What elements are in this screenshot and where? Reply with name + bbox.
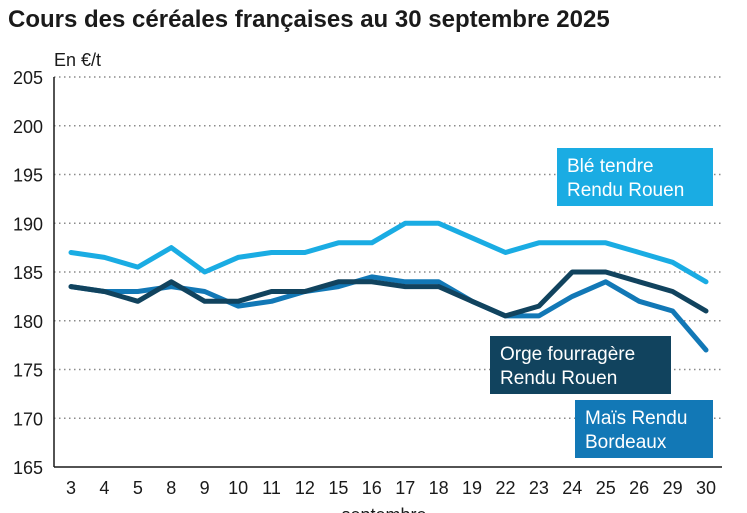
x-tick-label: 15 [328,478,348,498]
series-label: Rendu Rouen [500,368,617,389]
y-tick-label: 165 [13,458,43,478]
series-label-box [557,148,713,206]
y-tick-label: 185 [13,263,43,283]
y-tick-label: 200 [13,117,43,137]
x-tick-label: 30 [696,478,716,498]
x-axis-label: septembre [341,505,426,513]
x-tick-label: 17 [395,478,415,498]
x-tick-label: 22 [495,478,515,498]
x-tick-label: 10 [228,478,248,498]
x-tick-label: 23 [529,478,549,498]
x-tick-label: 29 [663,478,683,498]
series-label: Blé tendre [567,156,654,177]
x-tick-label: 8 [166,478,176,498]
x-tick-label: 11 [262,478,281,498]
series-label: Maïs Rendu [585,408,687,429]
y-tick-label: 205 [13,68,43,88]
y-tick-label: 190 [13,214,43,234]
x-tick-label: 18 [429,478,449,498]
x-tick-label: 16 [362,478,382,498]
series-label-box [490,336,671,394]
x-tick-label: 24 [562,478,582,498]
series-label: Rendu Rouen [567,180,684,201]
x-tick-label: 19 [462,478,482,498]
series-line [68,220,709,285]
y-tick-label: 180 [13,312,43,332]
chart-title: Cours des céréales françaises au 30 sept… [8,6,610,33]
x-tick-label: 12 [295,478,315,498]
series-line [68,269,709,319]
series-label: Orge fourragère [500,344,635,365]
x-tick-label: 3 [66,478,76,498]
y-tick-label: 195 [13,166,43,186]
x-tick-label: 5 [133,478,143,498]
x-tick-label: 9 [200,478,210,498]
x-tick-label: 25 [596,478,616,498]
x-tick-label: 26 [629,478,649,498]
x-tick-label: 4 [99,478,109,498]
y-tick-label: 170 [13,409,43,429]
y-tick-label: 175 [13,361,43,381]
series-label: Bordeaux [585,432,667,453]
series-label-box [575,400,713,458]
y-axis-label: En €/t [54,50,101,70]
